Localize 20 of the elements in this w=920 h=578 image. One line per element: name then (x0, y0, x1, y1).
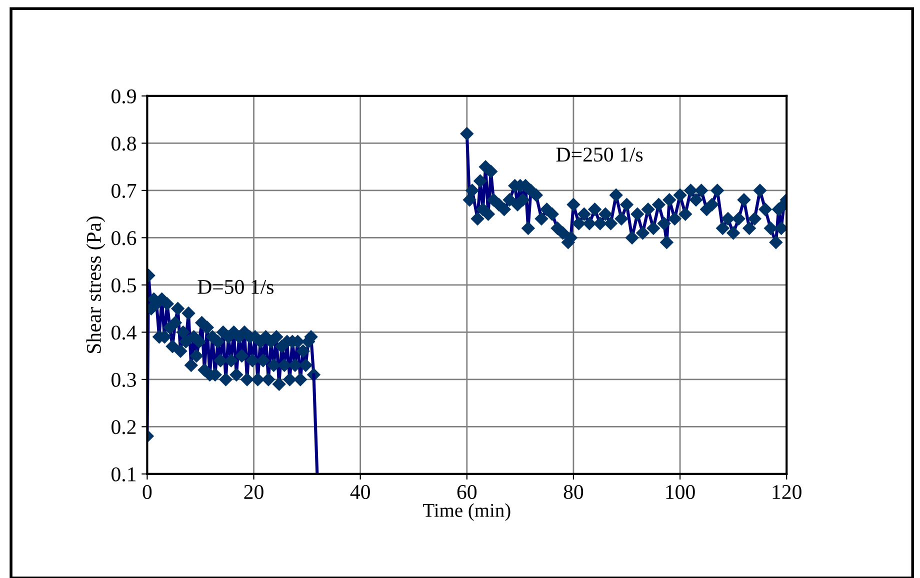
y-tick-label: 0.8 (112, 136, 136, 151)
y-axis-title: Shear stress (Pa) (86, 216, 106, 353)
annotation: D=250 1/s (556, 148, 643, 162)
y-tick-label: 0.5 (112, 278, 136, 292)
x-tick-label: 100 (666, 484, 695, 500)
x-tick-label: 0 (142, 484, 152, 500)
x-tick-label: 80 (564, 484, 584, 500)
y-tick-label: 0.6 (112, 231, 136, 246)
x-tick-label: 20 (244, 484, 264, 500)
y-tick-label: 0.3 (112, 372, 136, 387)
y-tick-label: 0.9 (112, 89, 136, 104)
y-tick-label: 0.2 (112, 420, 136, 434)
x-axis-title: Time (min) (423, 503, 510, 521)
x-tick-label: 60 (457, 484, 477, 500)
y-tick-label: 0.1 (112, 467, 136, 482)
annotation: D=50 1/s (198, 280, 274, 294)
y-tick-label: 0.7 (112, 184, 136, 198)
x-tick-label: 120 (772, 484, 802, 500)
x-tick-label: 40 (350, 484, 370, 500)
y-tick-label: 0.4 (112, 326, 136, 340)
